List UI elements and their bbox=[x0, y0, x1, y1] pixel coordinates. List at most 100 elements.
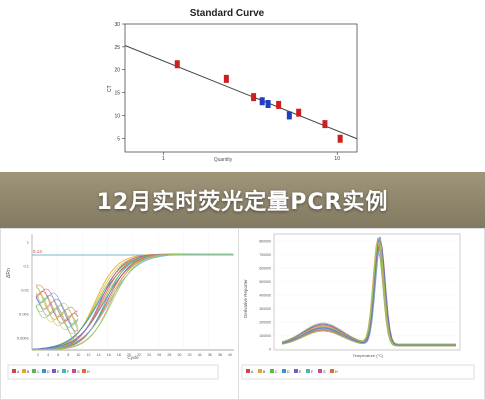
baseline-noise-curve bbox=[35, 292, 79, 340]
legend-label: B bbox=[27, 370, 30, 374]
red-data-point bbox=[322, 120, 328, 129]
y-tick-label: 0.001 bbox=[19, 312, 30, 317]
plot-curves bbox=[31, 253, 233, 351]
legend-label: A bbox=[17, 370, 20, 374]
red-data-point bbox=[223, 74, 229, 83]
legend-label: E bbox=[57, 370, 60, 374]
legend-swatch bbox=[306, 369, 310, 373]
title-banner: 12月实时荧光定量PCR实例 bbox=[0, 172, 485, 228]
baseline-noise-curve bbox=[35, 292, 79, 326]
legend-label: H bbox=[335, 370, 338, 374]
x-tick-label: 16 bbox=[107, 353, 111, 357]
y-tick-label: 0.1 bbox=[23, 264, 29, 269]
baseline-noise-curve bbox=[35, 305, 79, 341]
x-tick-label: 36 bbox=[208, 353, 212, 357]
y-tick-label: 800000 bbox=[259, 240, 271, 244]
x-tick-label: 18 bbox=[117, 353, 121, 357]
y-tick-label: 0.01 bbox=[21, 288, 30, 293]
red-data-point bbox=[296, 108, 302, 117]
legend-swatch bbox=[270, 369, 274, 373]
plot-border bbox=[273, 233, 461, 351]
baseline-noise-curve bbox=[36, 295, 79, 328]
blue-data-point bbox=[286, 111, 292, 120]
y-tick-label: 300000 bbox=[259, 307, 271, 311]
y-tick-label: 5 bbox=[117, 136, 120, 142]
y-tick-label: 200000 bbox=[259, 321, 271, 325]
melt-curve bbox=[281, 239, 456, 345]
y-tick-label: 500000 bbox=[259, 280, 271, 284]
legend-swatch bbox=[42, 369, 46, 373]
legend-swatch bbox=[72, 369, 76, 373]
legend-label: D bbox=[287, 370, 290, 374]
y-tick-label: 700000 bbox=[259, 253, 271, 257]
x-tick-label: 38 bbox=[218, 353, 222, 357]
x-tick-label: 20 bbox=[127, 353, 131, 357]
red-data-point bbox=[276, 100, 282, 109]
y-axis-label: CT bbox=[107, 85, 113, 92]
legend-label: E bbox=[299, 370, 302, 374]
melt-curve-plot: Derivative Reporter Temperature (°C) 800… bbox=[238, 228, 485, 400]
legend-label: H bbox=[87, 370, 90, 374]
legend-label: F bbox=[311, 370, 313, 374]
plot-border bbox=[124, 23, 358, 153]
amplification-curve bbox=[31, 253, 233, 351]
y-tick-label: 400000 bbox=[259, 294, 271, 298]
legend-swatch bbox=[318, 369, 322, 373]
blue-data-point bbox=[259, 97, 265, 106]
y-tick-label: 20 bbox=[114, 68, 120, 74]
x-tick-label: 10 bbox=[334, 156, 340, 162]
plot-axes: 5 10 15 20 25 30 1 10 bbox=[114, 22, 358, 162]
y-tick-label: 25 bbox=[114, 45, 120, 51]
legend-swatch bbox=[82, 369, 86, 373]
x-tick-label: 6 bbox=[57, 353, 59, 357]
x-axis-label: Cycle bbox=[127, 355, 139, 360]
x-tick-label: 14 bbox=[97, 353, 101, 357]
legend: A B C D E F G H bbox=[241, 364, 475, 380]
banner-title: 12月实时荧光定量PCR实例 bbox=[96, 190, 389, 215]
x-tick-label: 22 bbox=[137, 353, 141, 357]
legend-label: G bbox=[77, 370, 80, 374]
legend-swatch bbox=[32, 369, 36, 373]
x-tick-label: 10 bbox=[76, 353, 80, 357]
y-tick-label: 15 bbox=[114, 91, 120, 97]
y-tick-label: 100000 bbox=[259, 334, 271, 338]
red-data-point bbox=[337, 134, 343, 143]
legend-swatch bbox=[330, 369, 334, 373]
x-tick-label: 26 bbox=[157, 353, 161, 357]
y-tick-label: 0.0001 bbox=[17, 336, 30, 341]
y-axis-label: ΔRn bbox=[6, 268, 12, 278]
x-tick-label: 30 bbox=[178, 353, 182, 357]
x-tick-label: 12 bbox=[87, 353, 91, 357]
legend-swatch bbox=[52, 369, 56, 373]
plot-curves bbox=[281, 236, 456, 347]
legend-label: B bbox=[263, 370, 266, 374]
regression-line bbox=[124, 45, 358, 140]
legend-label: D bbox=[47, 370, 50, 374]
y-axis-label: Derivative Reporter bbox=[243, 279, 248, 318]
x-tick-label: 8 bbox=[67, 353, 69, 357]
legend-label: A bbox=[251, 370, 254, 374]
legend-label: F bbox=[67, 370, 69, 374]
x-tick-label: 40 bbox=[228, 353, 232, 357]
legend-label: C bbox=[37, 370, 40, 374]
x-axis-label: Quantity bbox=[214, 157, 233, 163]
plot-marks bbox=[124, 45, 358, 143]
threshold-label: 0.13 bbox=[33, 249, 42, 254]
x-tick-label: 4 bbox=[47, 353, 49, 357]
legend-swatch bbox=[246, 369, 250, 373]
legend-swatch bbox=[282, 369, 286, 373]
legend: A B C D E F G H bbox=[7, 364, 219, 380]
blue-data-point bbox=[265, 100, 271, 108]
y-tick-label: 0 bbox=[269, 348, 271, 352]
legend-label: G bbox=[323, 370, 326, 374]
red-data-point bbox=[174, 60, 180, 69]
melt-curve bbox=[281, 236, 456, 346]
chart-title: Standard Curve bbox=[190, 8, 265, 19]
baseline-noise-curve bbox=[35, 293, 79, 327]
y-tick-label: 1 bbox=[27, 240, 30, 245]
x-tick-label: 34 bbox=[198, 353, 202, 357]
legend-label: C bbox=[275, 370, 278, 374]
legend-swatch bbox=[294, 369, 298, 373]
